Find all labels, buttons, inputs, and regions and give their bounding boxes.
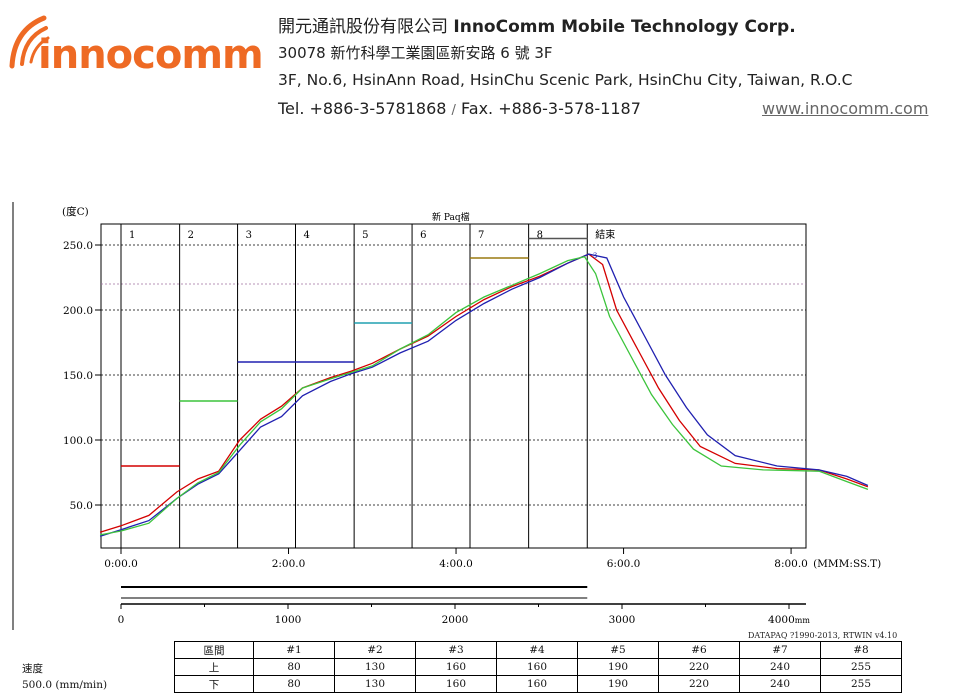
contact-line: Tel. +886-3-5781868 / Fax. +886-3-578-11… (278, 99, 928, 118)
zone-label: 8 (537, 230, 543, 241)
table-cell: 80 (253, 658, 335, 676)
speed-label: 速度 (22, 663, 43, 675)
table-cell: 190 (577, 658, 659, 676)
company-logo: innocomm (8, 10, 264, 90)
table-header-label: 區間 (174, 641, 254, 659)
y-tick-label: 150.0 (63, 370, 93, 382)
table-row-label: 上 (174, 658, 254, 676)
logo-arc-icon (9, 15, 50, 69)
x-tick-label: 0:00.0 (104, 558, 138, 570)
table-cell: 160 (496, 675, 578, 693)
zone-label: 5 (362, 230, 368, 241)
zone-label: 2 (188, 230, 194, 241)
table-cell: 255 (820, 658, 902, 676)
distance-unit: mm (795, 616, 811, 625)
table-column-header: #5 (577, 641, 659, 659)
website-link[interactable]: www.innocomm.com (762, 99, 929, 118)
speed-value: 500.0 (mm/min) (22, 679, 108, 691)
series-line (99, 253, 869, 533)
company-name-en: InnoComm Mobile Technology Corp. (453, 17, 796, 37)
table-cell: 240 (739, 675, 821, 693)
zone-label: 4 (304, 230, 310, 241)
table-column-header: #3 (415, 641, 497, 659)
fax-text: Fax. +886-3-578-1187 (461, 99, 641, 118)
zone-label: 3 (246, 230, 252, 241)
table-cell: 220 (658, 658, 740, 676)
zone-label: 6 (420, 230, 426, 241)
company-name-cn: 開元通訊股份有限公司 (278, 17, 448, 37)
table-column-header: #1 (253, 641, 335, 659)
tel-text: Tel. +886-3-5781868 (278, 99, 447, 118)
table-cell: 240 (739, 658, 821, 676)
table-column-header: #8 (820, 641, 902, 659)
chart-title: 新 Paq檔 (432, 211, 470, 223)
company-name: 開元通訊股份有限公司 InnoComm Mobile Technology Co… (278, 12, 796, 37)
x-tick-label: 8:00.0 (774, 558, 808, 570)
table-column-header: #6 (658, 641, 740, 659)
table-row-lower: 下 80 130 160 160 190 220 240 255 (174, 675, 902, 693)
table-column-header: #2 (334, 641, 416, 659)
table-row-upper: 上 80 130 160 160 190 220 240 255 (174, 658, 902, 676)
table-cell: 130 (334, 675, 416, 693)
y-tick-label: 50.0 (70, 500, 93, 512)
chart-credit: DATAPAQ ?1990-2013, RTWIN v4.10 (748, 631, 898, 640)
plot-frame (100, 223, 807, 549)
distance-tick-label: 0 (118, 614, 125, 626)
x-tick-label: 4:00.0 (439, 558, 473, 570)
reflow-profile-chart: (度C) 新 Paq檔 250.0 200.0 150.0 100.0 50.0 1 2 3 4 5 6… (12, 202, 881, 630)
distance-tick-label: 4000mm (768, 614, 810, 626)
separator: / (451, 103, 456, 118)
table-cell: 160 (496, 658, 578, 676)
table-cell: 160 (415, 675, 497, 693)
series-line (99, 255, 869, 536)
series-line (99, 253, 869, 537)
distance-tick-label: 3000 (609, 614, 636, 626)
table-row-label: 下 (174, 675, 254, 693)
x-tick-label: 2:00.0 (272, 558, 306, 570)
table-cell: 160 (415, 658, 497, 676)
distance-tick-label: 1000 (275, 614, 302, 626)
table-cell: 80 (253, 675, 335, 693)
peak-marker: 3 (593, 252, 597, 260)
x-axis-label: (MMM:SS.T) (813, 558, 881, 570)
logo-wordmark: innocomm (38, 32, 264, 78)
address-en: 3F, No.6, HsinAnn Road, HsinChu Scenic P… (278, 71, 853, 89)
table-header-row: 區間 #1 #2 #3 #4 #5 #6 #7 #8 (174, 641, 902, 659)
distance-tick-label: 2000 (442, 614, 469, 626)
zone-label: 1 (129, 230, 135, 241)
x-tick-label: 6:00.0 (607, 558, 641, 570)
address-cn: 30078 新竹科學工業園區新安路 6 號 3F (278, 44, 553, 62)
y-tick-label: 200.0 (63, 305, 93, 317)
y-tick-label: 250.0 (63, 240, 93, 252)
table-cell: 130 (334, 658, 416, 676)
y-tick-label: 100.0 (63, 435, 93, 447)
table-cell: 190 (577, 675, 659, 693)
table-cell: 220 (658, 675, 740, 693)
table-column-header: #7 (739, 641, 821, 659)
zone-setpoint-table: 區間 #1 #2 #3 #4 #5 #6 #7 #8 上 80 130 160 160 190 220 240… (174, 641, 902, 693)
y-axis-label: (度C) (62, 205, 89, 218)
table-column-header: #4 (496, 641, 578, 659)
table-cell: 255 (820, 675, 902, 693)
zone-label: 結束 (595, 228, 615, 241)
zone-label: 7 (478, 230, 484, 241)
